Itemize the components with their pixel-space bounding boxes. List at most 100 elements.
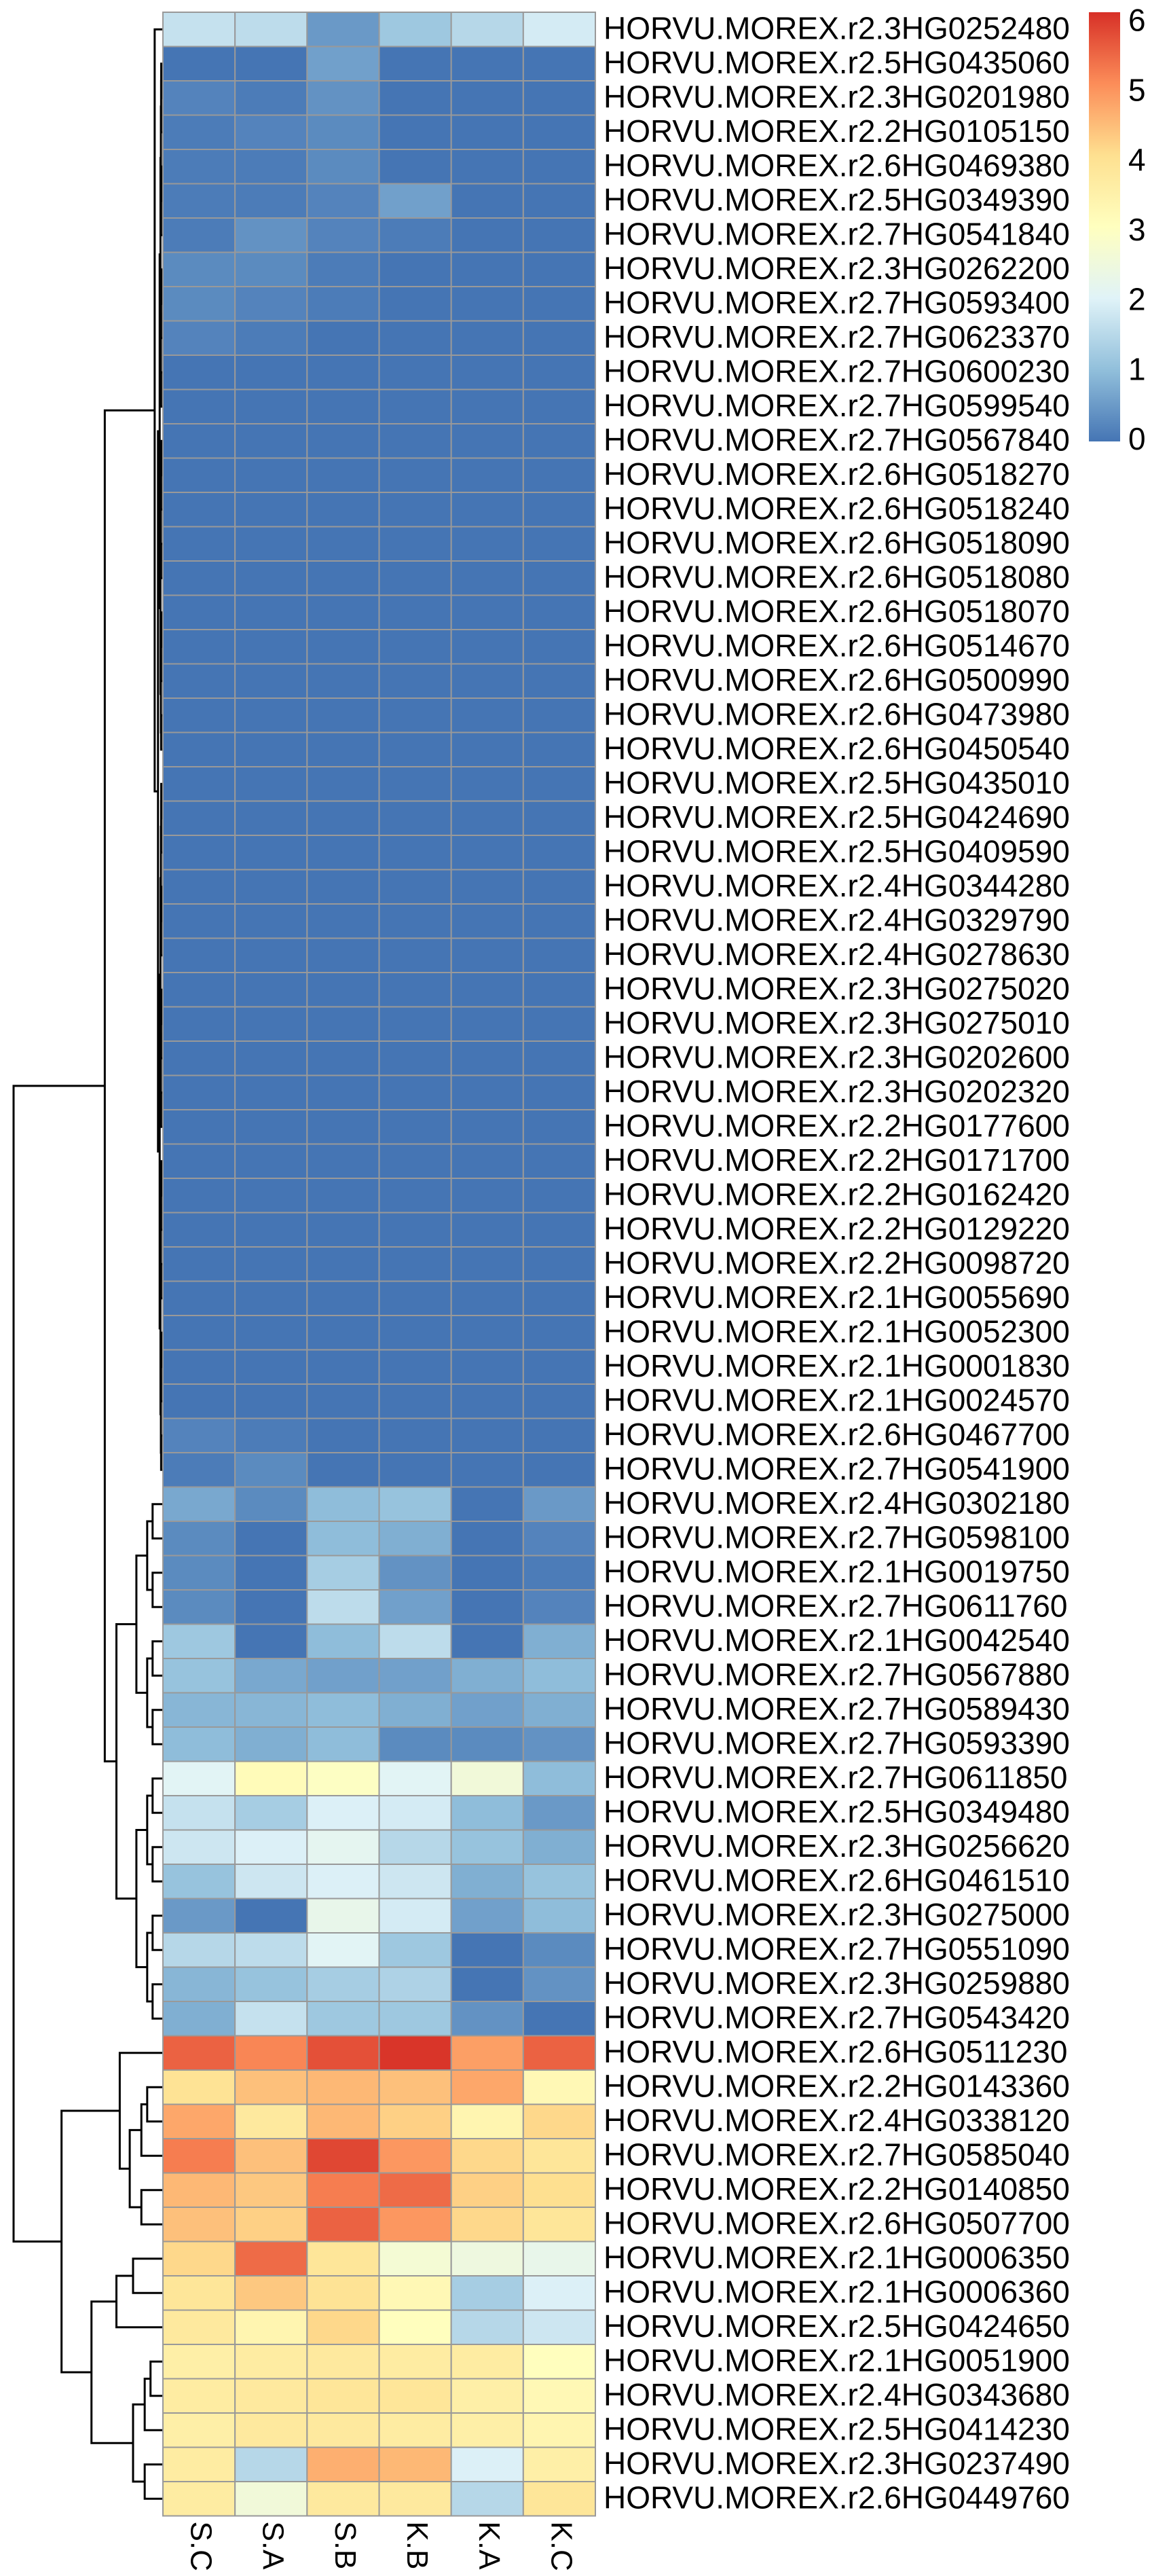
heatmap-cell (523, 287, 595, 321)
heatmap-cell (163, 458, 235, 493)
heatmap-cell (307, 1213, 379, 1248)
heatmap-cell (235, 2001, 307, 2036)
heatmap-cell (523, 733, 595, 767)
heatmap-cell (379, 1247, 451, 1282)
heatmap-cell (163, 973, 235, 1007)
heatmap-cell (307, 1316, 379, 1350)
row-label: HORVU.MOREX.r2.3HG0256620 (604, 1828, 1070, 1864)
row-label: HORVU.MOREX.r2.5HG0349480 (604, 1794, 1070, 1829)
heatmap-cell (523, 596, 595, 630)
heatmap-cell (235, 2310, 307, 2345)
heatmap-cell (451, 1453, 523, 1487)
heatmap-cell (163, 287, 235, 321)
heatmap-cell (523, 2036, 595, 2071)
heatmap-cell (235, 596, 307, 630)
heatmap-cell (379, 2310, 451, 2345)
column-label: K.A (472, 2522, 506, 2571)
heatmap-cell (307, 2001, 379, 2036)
heatmap-cell (235, 767, 307, 801)
dendrogram-branch (133, 2259, 163, 2293)
heatmap-cell (163, 1453, 235, 1487)
heatmap-cell (163, 47, 235, 81)
heatmap-cell (451, 2413, 523, 2448)
heatmap-cell (451, 1556, 523, 1591)
heatmap-cell (451, 1350, 523, 1385)
dendrogram-branch (153, 1641, 163, 1676)
heatmap-cell (163, 355, 235, 390)
heatmap-cell (235, 1658, 307, 1693)
heatmap-cell (379, 1213, 451, 1248)
row-label: HORVU.MOREX.r2.2HG0171700 (604, 1142, 1070, 1178)
heatmap-cell (307, 1419, 379, 1453)
heatmap-cell (235, 2413, 307, 2448)
heatmap-cell (307, 2344, 379, 2379)
heatmap-cell (451, 904, 523, 939)
row-label: HORVU.MOREX.r2.6HG0507700 (604, 2205, 1070, 2241)
heatmap-cell (163, 2036, 235, 2071)
heatmap-cell (451, 2139, 523, 2173)
row-label: HORVU.MOREX.r2.3HG0237490 (604, 2446, 1070, 2481)
heatmap-cell (451, 1041, 523, 1076)
heatmap-cell (379, 1796, 451, 1830)
heatmap-cell (523, 1419, 595, 1453)
heatmap-cell (307, 698, 379, 733)
heatmap-cell (523, 527, 595, 562)
heatmap-cell (379, 1350, 451, 1385)
heatmap-cell (379, 630, 451, 664)
heatmap-cell (307, 2276, 379, 2310)
row-label: HORVU.MOREX.r2.1HG0019750 (604, 1554, 1070, 1589)
heatmap-cell (235, 355, 307, 390)
heatmap-cell (235, 81, 307, 115)
heatmap-cell (235, 1933, 307, 1967)
row-label: HORVU.MOREX.r2.5HG0424690 (604, 799, 1070, 835)
row-label: HORVU.MOREX.r2.7HG0598100 (604, 1519, 1070, 1555)
row-label: HORVU.MOREX.r2.4HG0329790 (604, 902, 1070, 937)
heatmap-cell (307, 1076, 379, 1110)
heatmap-cell (163, 2448, 235, 2482)
heatmap-cell (451, 2036, 523, 2071)
heatmap-cell (379, 1625, 451, 1659)
heatmap-cell (307, 561, 379, 596)
heatmap-cell (235, 287, 307, 321)
heatmap-cell (451, 1933, 523, 1967)
heatmap-cell (451, 458, 523, 493)
legend-tick-label: 6 (1128, 3, 1146, 38)
heatmap-cell (523, 2344, 595, 2379)
heatmap-cell (235, 1590, 307, 1625)
heatmap-cell (307, 2482, 379, 2516)
dendrogram-branch (136, 1556, 147, 1693)
heatmap-cell (307, 1556, 379, 1591)
heatmap-cell (379, 355, 451, 390)
heatmap-cell (307, 321, 379, 356)
heatmap-cell (523, 1487, 595, 1522)
heatmap-cell (163, 1967, 235, 2002)
heatmap-cell (235, 664, 307, 699)
heatmap-cell (307, 973, 379, 1007)
heatmap-cell (451, 835, 523, 870)
heatmap-cell (235, 253, 307, 287)
heatmap-cell (523, 1178, 595, 1213)
heatmap-cell (235, 47, 307, 81)
heatmap-cell (451, 253, 523, 287)
heatmap-cell (523, 2001, 595, 2036)
heatmap-cell (523, 2173, 595, 2208)
heatmap-cell (163, 767, 235, 801)
heatmap-cell (451, 2001, 523, 2036)
heatmap-cell (235, 1625, 307, 1659)
row-label: HORVU.MOREX.r2.4HG0278630 (604, 937, 1070, 972)
heatmap-cell (379, 1967, 451, 2002)
heatmap-cell (307, 939, 379, 973)
row-label: HORVU.MOREX.r2.7HG0551090 (604, 1931, 1070, 1966)
row-label: HORVU.MOREX.r2.7HG0585040 (604, 2137, 1070, 2172)
heatmap-cell (307, 1521, 379, 1556)
heatmap-cell (307, 2105, 379, 2139)
heatmap-cell (379, 835, 451, 870)
row-label: HORVU.MOREX.r2.5HG0409590 (604, 833, 1070, 869)
dendrogram-branch (153, 1847, 163, 1882)
heatmap-cell (163, 664, 235, 699)
heatmap-cell (235, 458, 307, 493)
heatmap-cell (163, 2173, 235, 2208)
heatmap-cell (451, 1830, 523, 1865)
heatmap-cell (235, 390, 307, 424)
heatmap-cell (163, 939, 235, 973)
